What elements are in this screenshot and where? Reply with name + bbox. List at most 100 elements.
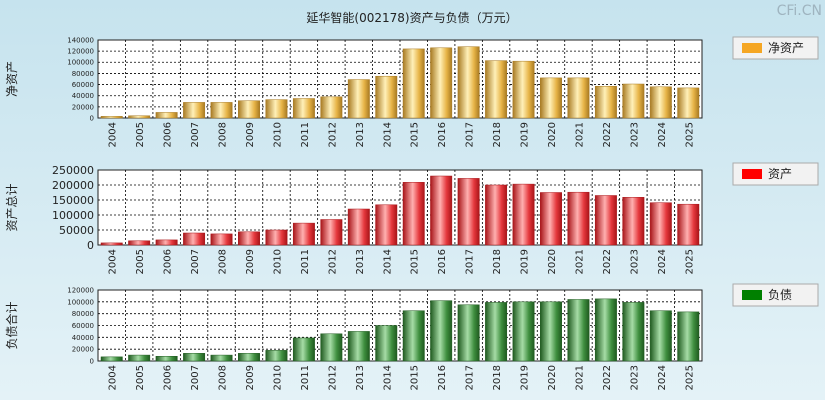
watermark: CFi.CN <box>777 3 822 19</box>
x-tick-label: 2018 <box>492 122 503 147</box>
x-tick-label: 2005 <box>135 365 146 390</box>
y-tick-label: 40000 <box>72 92 94 100</box>
x-tick-label: 2007 <box>190 122 201 147</box>
bar-net-assets-2004 <box>100 116 123 119</box>
bar-net-assets-2025 <box>677 87 700 119</box>
bar-net-assets-2021 <box>567 77 590 119</box>
x-tick-label: 2023 <box>629 365 640 390</box>
panel-total-liabilities: 0 20000 40000 60000 80000 100000 120000 2004 200… <box>4 283 819 390</box>
x-tick-label: 2016 <box>437 249 448 274</box>
x-tick-label: 2012 <box>327 122 338 147</box>
bar-total-liabilities-2009 <box>238 353 260 362</box>
x-tick-label: 2021 <box>574 249 585 274</box>
x-tick-label: 2011 <box>300 249 311 274</box>
bar-net-assets-2005 <box>128 115 151 119</box>
bar-net-assets-2010 <box>265 99 288 119</box>
legend-swatch <box>742 290 762 300</box>
legend-swatch <box>742 43 762 53</box>
bar-total-liabilities-2014 <box>375 325 398 362</box>
bar-total-liabilities-2021 <box>567 299 590 362</box>
y-tick-label: 150000 <box>52 194 94 207</box>
bar-net-assets-2011 <box>292 98 315 119</box>
legend-box <box>732 283 819 307</box>
x-tick-label: 2023 <box>629 122 640 147</box>
chart-title: 延华智能(002178)资产与负债（万元） <box>306 10 517 25</box>
y-tick-label: 120000 <box>67 48 94 56</box>
bar-total-liabilities-2010 <box>265 350 288 362</box>
bar-total-liabilities-2025 <box>677 311 700 362</box>
bar-net-assets-2006 <box>155 112 178 119</box>
x-tick-label: 2021 <box>574 365 585 390</box>
x-tick-label: 2017 <box>465 122 476 147</box>
bar-net-assets-2023 <box>622 83 645 119</box>
x-tick-label: 2005 <box>135 122 146 147</box>
x-tick-label: 2016 <box>437 365 448 390</box>
x-tick-label: 2022 <box>602 365 613 390</box>
bar-net-assets-2019 <box>512 60 535 119</box>
y-tick-label: 20000 <box>72 103 94 111</box>
bar-total-assets-2025 <box>677 203 700 246</box>
bar-net-assets-2013 <box>347 79 370 119</box>
y-tick-label: 250000 <box>52 164 94 177</box>
bar-net-assets-2024 <box>649 86 672 119</box>
bar-total-assets-2017 <box>457 178 480 246</box>
x-tick-label: 2010 <box>272 122 283 147</box>
bar-net-assets-2009 <box>238 100 260 119</box>
x-tick-label: 2013 <box>355 249 366 274</box>
bar-total-liabilities-2006 <box>155 356 178 362</box>
bar-total-assets-2011 <box>292 222 315 246</box>
bar-total-assets-2019 <box>512 183 535 246</box>
bar-total-assets-2005 <box>128 240 151 246</box>
x-tick-label: 2008 <box>218 249 229 274</box>
y-tick-label: 140000 <box>67 36 94 44</box>
y-tick-label: 200000 <box>52 179 94 192</box>
x-tick-label: 2013 <box>355 122 366 147</box>
x-tick-label: 2004 <box>108 122 119 147</box>
bar-total-liabilities-2007 <box>183 353 206 362</box>
x-tick-label: 2006 <box>163 249 174 274</box>
y-tick-label: 60000 <box>72 81 94 89</box>
bar-net-assets-2020 <box>540 77 562 119</box>
y-tick-label: 100000 <box>67 59 94 67</box>
bar-total-assets-2018 <box>485 184 508 246</box>
legend-total-assets: 资产 <box>732 162 819 186</box>
y-axis-label: 负债合计 <box>4 301 19 349</box>
x-tick-label: 2022 <box>602 249 613 274</box>
x-tick-label: 2020 <box>547 122 558 147</box>
x-tick-label: 2010 <box>272 365 283 390</box>
x-tick-label: 2007 <box>190 365 201 390</box>
x-tick-label: 2006 <box>163 122 174 147</box>
x-tick-label: 2004 <box>108 365 119 390</box>
bar-total-liabilities-2015 <box>402 310 425 362</box>
x-tick-label: 2017 <box>465 249 476 274</box>
bar-total-assets-2004 <box>100 242 123 246</box>
bar-total-assets-2024 <box>649 202 672 246</box>
x-tick-label: 2015 <box>410 365 421 390</box>
bar-total-assets-2007 <box>183 232 206 246</box>
y-tick-label: 80000 <box>72 70 94 78</box>
y-tick-label: 20000 <box>72 346 94 354</box>
x-tick-label: 2019 <box>520 122 531 147</box>
x-tick-label: 2014 <box>382 249 393 274</box>
bar-net-assets-2008 <box>210 102 233 119</box>
bar-total-liabilities-2004 <box>100 356 123 362</box>
bar-net-assets-2012 <box>320 96 343 119</box>
y-tick-label: 50000 <box>59 224 94 237</box>
y-tick-label: 0 <box>90 357 94 365</box>
x-tick-label: 2004 <box>108 249 119 274</box>
bar-total-assets-2014 <box>375 204 398 246</box>
x-tick-label: 2018 <box>492 249 503 274</box>
bar-net-assets-2014 <box>375 75 398 119</box>
bar-total-liabilities-2020 <box>540 301 562 362</box>
bar-total-liabilities-2019 <box>512 301 535 362</box>
x-tick-label: 2016 <box>437 122 448 147</box>
y-tick-label: 100000 <box>52 209 94 222</box>
bar-total-assets-2015 <box>402 182 425 246</box>
bar-total-assets-2006 <box>155 239 178 246</box>
x-tick-label: 2014 <box>382 365 393 390</box>
bar-total-assets-2016 <box>430 175 453 246</box>
x-tick-label: 2011 <box>300 122 311 147</box>
x-tick-label: 2019 <box>520 249 531 274</box>
bar-total-liabilities-2013 <box>347 331 370 362</box>
x-tick-label: 2007 <box>190 249 201 274</box>
